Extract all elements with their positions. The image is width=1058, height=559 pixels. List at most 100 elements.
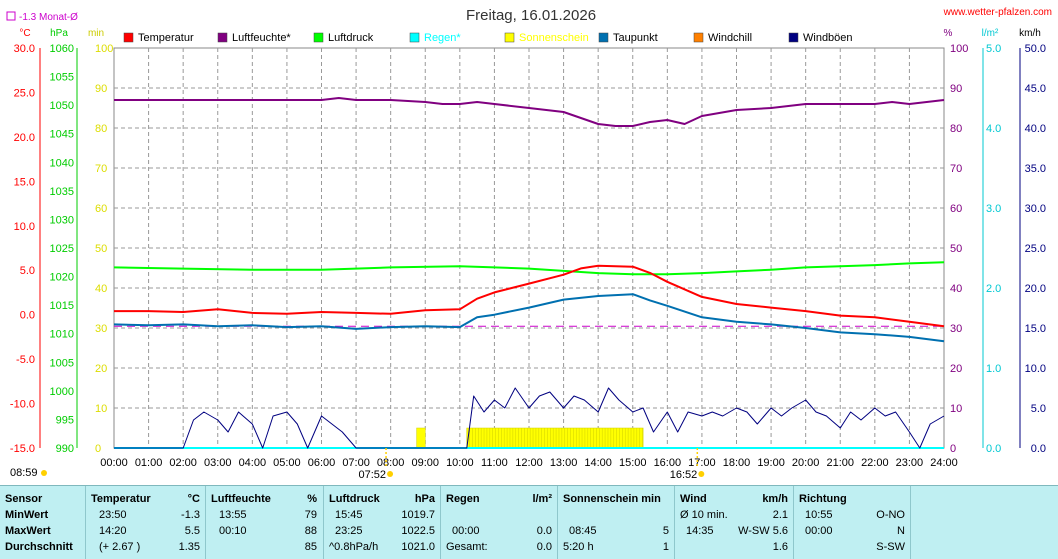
- time-tick-label: 09:00: [411, 457, 439, 469]
- cell-value: 85: [304, 541, 317, 553]
- hdr-hum-unit: %: [307, 493, 317, 505]
- cell-time: [446, 507, 524, 523]
- time-tick-label: 18:00: [723, 457, 751, 469]
- cell-time: 00:00: [452, 525, 480, 537]
- time-tick-label: 02:00: [169, 457, 197, 469]
- minutes-tick-label: 100: [95, 43, 113, 55]
- chart-title: Freitag, 16.01.2026: [466, 7, 596, 24]
- cell-value: 0.0: [536, 525, 552, 537]
- wind-tick-label: 20.0: [1025, 283, 1046, 295]
- hdr-wind: Wind: [680, 493, 707, 505]
- hdr-sun: Sonnenschein min: [563, 493, 661, 505]
- legend-swatch: [693, 32, 704, 43]
- legend-label: Sonnenschein: [519, 32, 589, 44]
- minutes-tick-label: 10: [95, 403, 107, 415]
- minutes-tick-label: 30: [95, 323, 107, 335]
- hdr-sensor: Sensor: [5, 493, 43, 505]
- pressure-tick-label: 1015: [50, 300, 74, 312]
- wind-tick-label: 45.0: [1025, 83, 1046, 95]
- pressure-tick-label: 995: [56, 414, 74, 426]
- rain-tick-label: 1.0: [986, 363, 1001, 375]
- cell-value: 1021.0: [401, 541, 435, 553]
- summary-col-hum: Luftfeuchte% 13:55 79 00:10 88 85: [206, 486, 324, 559]
- pressure-tick-label: 990: [56, 443, 74, 455]
- temp-tick-label: 5.0: [20, 265, 35, 277]
- time-tick-label: 11:00: [481, 457, 508, 469]
- time-tick-label: 00:00: [100, 457, 128, 469]
- time-tick-label: 04:00: [239, 457, 267, 469]
- sunrise-label: 07:52: [359, 469, 387, 481]
- cell-time: 14:20: [99, 525, 127, 537]
- cell-value: 5.5: [184, 525, 200, 537]
- summary-col-sun: Sonnenschein min 08:45 5 5:20 h 1: [558, 486, 675, 559]
- humidity-tick-label: 80: [950, 123, 962, 135]
- pressure-tick-label: 1010: [50, 329, 74, 341]
- temp-unit: °C: [19, 28, 30, 39]
- legend-swatch: [598, 32, 609, 43]
- humidity-tick-label: 60: [950, 203, 962, 215]
- time-tick-label: 16:00: [654, 457, 682, 469]
- row-label: Durchschnitt: [5, 541, 73, 553]
- temp-tick-label: 30.0: [14, 43, 35, 55]
- summary-col-wind: Wind km/h Ø 10 min. 2.1 14:35 W-SW 5.6 1.6: [675, 486, 794, 559]
- temp-tick-label: 25.0: [14, 87, 35, 99]
- wind-tick-label: 35.0: [1025, 163, 1046, 175]
- cell-time: 00:10: [219, 525, 247, 537]
- legend-label: Regen*: [424, 32, 461, 44]
- legend-label: Luftfeuchte*: [232, 32, 291, 44]
- hdr-rain: Regen: [446, 493, 480, 505]
- pressure-tick-label: 1005: [50, 357, 74, 369]
- cell-value: S-SW: [876, 541, 905, 553]
- time-tick-label: 21:00: [826, 457, 854, 469]
- minutes-tick-label: 50: [95, 243, 107, 255]
- cell-time: [211, 539, 291, 555]
- pressure-tick-label: 1050: [50, 100, 74, 112]
- time-tick-label: 19:00: [757, 457, 785, 469]
- cell-time: [799, 539, 875, 555]
- wind-tick-label: 25.0: [1025, 243, 1046, 255]
- pressure-tick-label: 1040: [50, 157, 74, 169]
- wind-tick-label: 15.0: [1025, 323, 1046, 335]
- temp-tick-label: 10.0: [14, 221, 35, 233]
- legend-label: Temperatur: [138, 32, 194, 44]
- wind-tick-label: 10.0: [1025, 363, 1046, 375]
- cell-time: 23:50: [99, 509, 127, 521]
- hdr-hum: Luftfeuchte: [211, 493, 271, 505]
- time-tick-label: 08:00: [377, 457, 405, 469]
- temp-tick-label: -5.0: [16, 354, 35, 366]
- cell-time: [563, 507, 643, 523]
- temp-tick-label: 20.0: [14, 132, 35, 144]
- cell-time: 15:45: [335, 509, 363, 521]
- summary-col-temp: Temperatur °C 23:50 -1.3 14:20 5.5 (+ 2.67 …: [86, 486, 206, 559]
- wind-gust-series-line: [114, 387, 945, 449]
- cell-value: 2.1: [772, 509, 788, 521]
- pressure-tick-label: 1000: [50, 386, 74, 398]
- temp-tick-label: -15.0: [10, 443, 35, 455]
- rain-tick-label: 2.0: [986, 283, 1001, 295]
- cell-time: 10:55: [805, 509, 833, 521]
- wind-tick-label: 50.0: [1025, 43, 1046, 55]
- pressure-tick-label: 1035: [50, 186, 74, 198]
- hdr-rain-unit: l/m²: [532, 493, 552, 505]
- legend-label: Windböen: [803, 32, 853, 44]
- minutes-tick-label: 90: [95, 83, 107, 95]
- cell-time: 08:45: [569, 525, 597, 537]
- time-tick-label: 10:00: [446, 457, 474, 469]
- sunrise-icon: [387, 471, 394, 477]
- summary-col-empty: [911, 486, 1041, 559]
- humidity-tick-label: 70: [950, 163, 962, 175]
- cell-value: O-NO: [876, 509, 905, 521]
- weather-chart: Freitag, 16.01.2026 www.wetter-pfalzen.co…: [6, 7, 1052, 481]
- time-tick-label: 24:00: [930, 457, 958, 469]
- cell-value: 1022.5: [401, 525, 435, 537]
- legend-swatch: [313, 32, 324, 43]
- humidity-tick-label: 100: [950, 43, 968, 55]
- time-tick-label: 07:00: [342, 457, 370, 469]
- minutes-unit: min: [88, 28, 104, 39]
- legend-swatch: [123, 32, 134, 43]
- time-tick-label: 01:00: [135, 457, 163, 469]
- humidity-tick-label: 10: [950, 403, 962, 415]
- cell-value: 1019.7: [401, 509, 435, 521]
- humidity-tick-label: 30: [950, 323, 962, 335]
- humidity-series-line: [114, 97, 945, 127]
